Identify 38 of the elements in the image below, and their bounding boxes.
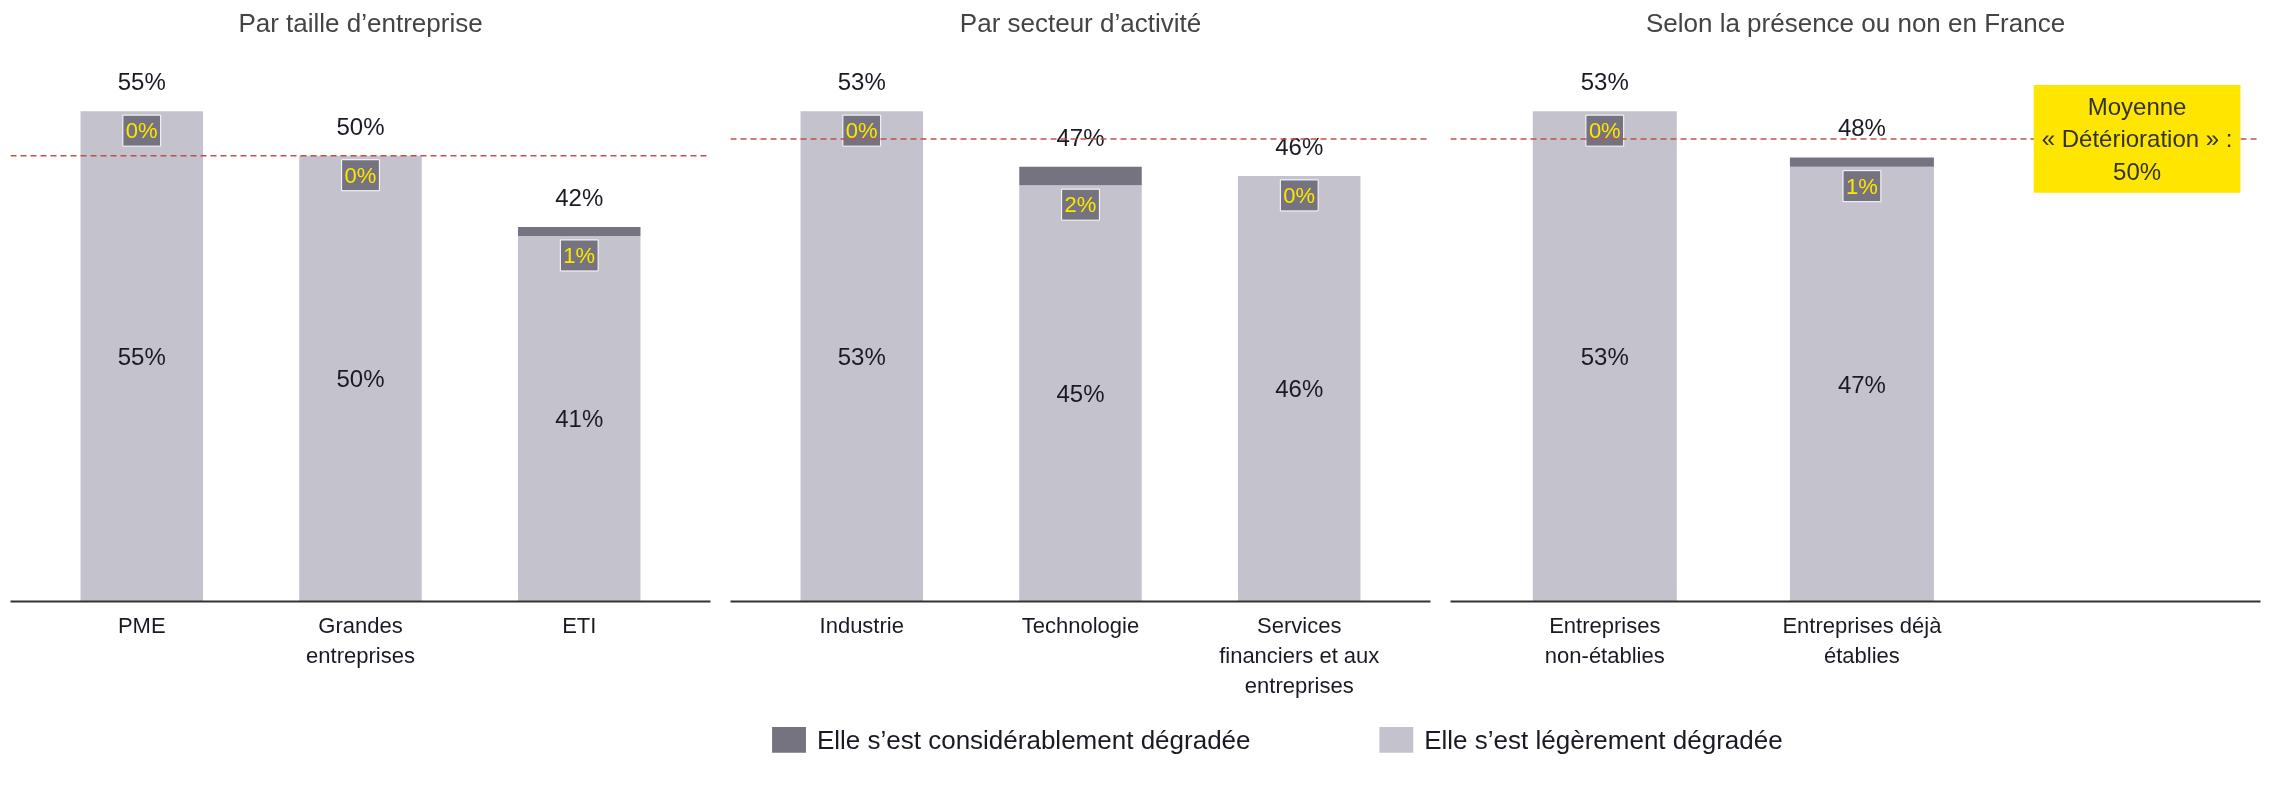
data-label: 2%: [1064, 192, 1097, 218]
data-label: 47%: [1837, 370, 1886, 398]
total-label: 55%: [117, 68, 166, 96]
total-label: 46%: [1275, 132, 1324, 160]
data-label: 0%: [1283, 182, 1316, 208]
data-label: 0%: [344, 162, 377, 188]
ref-line-label: Moyenne « Détérioration » : 50%: [2041, 93, 2233, 185]
x-tick-label: Services financiers et aux entreprises: [1219, 612, 1380, 698]
legend-label: Elle s’est légèrement dégradée: [1424, 724, 1783, 755]
legend-label: Elle s’est considérablement dégradée: [816, 724, 1251, 755]
x-tick-label: Technologie: [1021, 612, 1140, 638]
data-label: 45%: [1056, 379, 1105, 407]
data-label: 50%: [336, 365, 385, 393]
total-label: 48%: [1837, 114, 1886, 142]
x-tick-label: Industrie: [819, 612, 904, 638]
chart-title: Par taille d’entreprise: [238, 7, 483, 38]
chart-title: Selon la présence ou non en France: [1645, 7, 2066, 38]
total-label: 50%: [336, 112, 385, 140]
total-label: 42%: [555, 184, 604, 212]
total-label: 47%: [1056, 123, 1105, 151]
x-tick-label: PME: [117, 612, 166, 638]
data-label: 0%: [1588, 118, 1621, 144]
data-label: 53%: [837, 342, 886, 370]
total-label: 53%: [837, 68, 886, 96]
total-label: 53%: [1580, 68, 1629, 96]
x-tick-label: Entreprises non-établies: [1544, 612, 1665, 668]
x-tick-label: Grandes entreprises: [306, 612, 415, 668]
data-label: 0%: [125, 118, 158, 144]
chart-title: Par secteur d’activité: [959, 7, 1202, 38]
x-tick-label: Entreprises déjà établies: [1782, 612, 1943, 668]
data-label: 53%: [1580, 342, 1629, 370]
data-label: 41%: [555, 405, 604, 433]
data-label: 1%: [563, 242, 596, 268]
data-label: 46%: [1275, 375, 1324, 403]
x-tick-label: ETI: [562, 612, 597, 638]
data-label: 1%: [1846, 173, 1878, 199]
data-label: 55%: [117, 342, 166, 370]
data-label: 0%: [845, 118, 878, 144]
